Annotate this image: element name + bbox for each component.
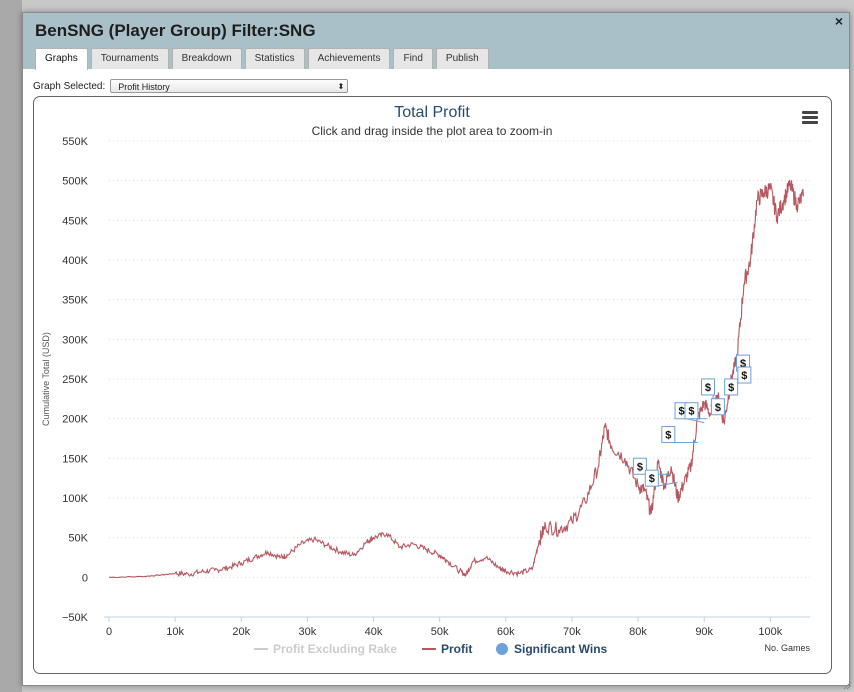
tab-graphs[interactable]: Graphs bbox=[35, 48, 88, 70]
x-tick-label: 50k bbox=[431, 626, 449, 638]
tab-tournaments[interactable]: Tournaments bbox=[90, 48, 169, 69]
chart-title: Total Profit bbox=[394, 104, 470, 121]
significant-wins-flags[interactable]: $$$$ $$$$$$ bbox=[632, 354, 752, 487]
y-tick-label: 300K bbox=[62, 334, 88, 346]
x-tick-label: 70k bbox=[563, 626, 581, 638]
y-tick-label: 100K bbox=[62, 493, 88, 505]
significant-win-flag[interactable]: $ bbox=[684, 402, 708, 420]
player-group-window: BenSNG (Player Group) Filter:SNG × Graph… bbox=[22, 12, 850, 686]
grid-lines bbox=[109, 140, 810, 618]
tab-publish[interactable]: Publish bbox=[435, 48, 489, 69]
y-tick-labels: −50K 0 50K 100K 150K 200K 250K 300K 350K 400K 450K… bbox=[62, 136, 89, 624]
y-tick-label: 550K bbox=[62, 136, 88, 148]
close-icon[interactable]: × bbox=[834, 13, 843, 29]
legend-item-profit-excluding-rake[interactable]: Profit Excluding Rake bbox=[254, 642, 397, 656]
resize-grip-icon[interactable] bbox=[842, 680, 852, 690]
x-tick-labels: 0 10k 20k 30k 40k 50k 60k 70k 80k 90k 100k bbox=[106, 617, 783, 638]
x-tick-label: 30k bbox=[299, 626, 317, 638]
significant-win-label: $ bbox=[688, 406, 694, 418]
tab-bar: Graphs Tournaments Breakdown Statistics … bbox=[35, 48, 492, 70]
tab-find[interactable]: Find bbox=[393, 48, 433, 69]
x-axis-title: No. Games bbox=[764, 643, 810, 653]
significant-win-flag[interactable]: $ bbox=[710, 398, 725, 416]
profit-chart[interactable]: −50K 0 50K 100K 150K 200K 250K 300K 350K 400K 450K… bbox=[34, 97, 831, 673]
significant-win-flag[interactable]: $ bbox=[661, 426, 698, 444]
x-tick-label: 90k bbox=[695, 626, 713, 638]
y-tick-label: 200K bbox=[62, 414, 88, 426]
significant-win-label: $ bbox=[678, 406, 684, 418]
menu-icon[interactable] bbox=[802, 111, 818, 124]
significant-win-label: $ bbox=[741, 370, 747, 382]
significant-win-label: $ bbox=[705, 382, 711, 394]
legend-label-profit: Profit bbox=[441, 642, 472, 656]
y-axis-title: Cumulative Total (USD) bbox=[41, 332, 51, 426]
x-tick-label: 60k bbox=[497, 626, 515, 638]
significant-win-flag[interactable]: $ bbox=[644, 469, 678, 487]
chart-container[interactable]: −50K 0 50K 100K 150K 200K 250K 300K 350K 400K 450K… bbox=[33, 96, 832, 674]
legend: Profit Excluding Rake Profit Significant… bbox=[254, 642, 608, 656]
legend-label-profit-excluding-rake: Profit Excluding Rake bbox=[273, 642, 397, 656]
window-titlebar: BenSNG (Player Group) Filter:SNG × Graph… bbox=[23, 13, 849, 70]
background-panel bbox=[0, 0, 22, 692]
chart-subtitle: Click and drag inside the plot area to z… bbox=[312, 124, 553, 138]
tab-achievements[interactable]: Achievements bbox=[307, 48, 391, 69]
x-tick-label: 40k bbox=[365, 626, 383, 638]
x-tick-label: 80k bbox=[629, 626, 647, 638]
profit-series-line bbox=[109, 179, 804, 579]
y-tick-label: 150K bbox=[62, 453, 88, 465]
significant-win-label: $ bbox=[665, 430, 671, 442]
y-tick-label: 500K bbox=[62, 176, 88, 188]
significant-win-label: $ bbox=[715, 402, 721, 414]
tab-breakdown[interactable]: Breakdown bbox=[171, 48, 242, 69]
legend-label-significant-wins: Significant Wins bbox=[514, 642, 608, 656]
significant-win-label: $ bbox=[649, 473, 655, 485]
y-tick-label: 350K bbox=[62, 295, 88, 307]
significant-win-label: $ bbox=[740, 358, 746, 370]
x-tick-label: 0 bbox=[106, 626, 112, 638]
window-title: BenSNG (Player Group) Filter:SNG bbox=[35, 21, 316, 40]
significant-win-flag[interactable]: $ bbox=[737, 366, 752, 384]
x-tick-label: 20k bbox=[232, 626, 250, 638]
graph-select[interactable]: Profit History ⬍ bbox=[110, 79, 349, 93]
graph-select-value: Profit History bbox=[118, 82, 170, 92]
y-tick-label: −50K bbox=[62, 612, 89, 624]
graph-selector-row: Graph Selected: Profit History ⬍ bbox=[33, 79, 349, 93]
y-tick-label: 450K bbox=[62, 215, 88, 227]
y-tick-label: 250K bbox=[62, 374, 88, 386]
graph-selected-label: Graph Selected: bbox=[33, 80, 106, 92]
significant-win-flag[interactable]: $ bbox=[724, 378, 739, 396]
y-tick-label: 50K bbox=[68, 533, 88, 545]
legend-item-significant-wins[interactable]: Significant Wins bbox=[496, 642, 608, 656]
y-tick-label: 400K bbox=[62, 255, 88, 267]
tab-statistics[interactable]: Statistics bbox=[244, 48, 305, 69]
select-arrows-icon: ⬍ bbox=[337, 82, 345, 91]
significant-win-label: $ bbox=[637, 461, 643, 473]
significant-win-label: $ bbox=[728, 382, 734, 394]
legend-item-profit[interactable]: Profit bbox=[422, 642, 472, 656]
x-tick-label: 10k bbox=[166, 626, 184, 638]
y-tick-label: 0 bbox=[82, 572, 88, 584]
x-tick-label: 100k bbox=[758, 626, 782, 638]
